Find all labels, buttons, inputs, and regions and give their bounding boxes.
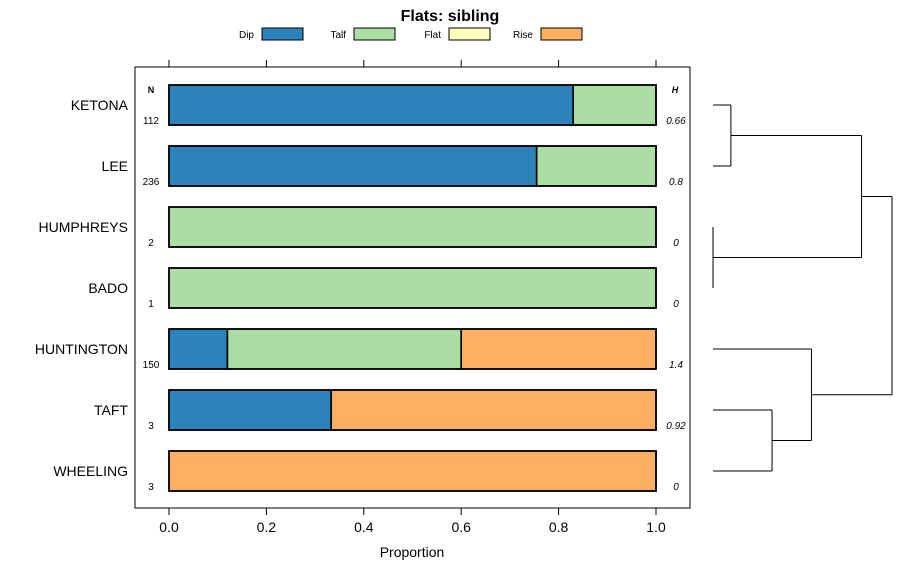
h-column-header: H [672,85,679,95]
n-value-lee: 236 [143,177,160,188]
bar-outline-wheeling [168,450,657,492]
h-labels: 0.66 0.8 0 0 1.4 0.92 0 [666,116,686,493]
h-value-humphreys: 0 [673,238,679,249]
bar-segment-ketona-talf [572,84,657,126]
row-label-ketona: KETONA [71,97,129,113]
x-tick-label: 0.4 [354,519,374,535]
x-tick-label: 0.6 [451,519,471,535]
bar-outline-ketona [168,84,657,126]
row-label-taft: TAFT [94,402,128,418]
bar-segment-huntington-rise [460,328,657,370]
n-labels: 112 236 2 1 150 3 3 [143,116,160,493]
h-value-taft: 0.92 [666,421,686,432]
bar-outline-humphreys [168,206,657,248]
bar-outline-bado [168,267,657,309]
legend: Dip Talf Flat Rise [239,27,583,41]
row-label-huntington: HUNTINGTON [35,341,128,357]
legend-label-flat: Flat [424,30,441,41]
n-value-taft: 3 [148,421,154,432]
bar-outline-taft [168,389,657,431]
n-column-header: N [148,85,155,95]
bar-segment-taft-dip [168,389,332,431]
h-value-bado: 0 [673,299,679,310]
h-value-lee: 0.8 [669,177,683,188]
row-labels: KETONA LEE HUMPHREYS BADO HUNTINGTON TAFT WHEE… [35,97,129,479]
x-axes: 0.0 0.2 0.4 0.6 0.8 1.0 [159,60,666,535]
bar-segment-bado-talf [168,267,657,309]
bar-segment-humphreys-talf [168,206,657,248]
x-axis-label: Proportion [380,544,445,560]
legend-label-talf: Talf [330,30,346,41]
h-value-wheeling: 0 [673,482,679,493]
x-tick-label: 0.8 [549,519,569,535]
x-tick-label: 0.0 [159,519,179,535]
bar-segment-huntington-talf [226,328,462,370]
dendrogram [712,104,893,472]
bar-segment-lee-dip [168,145,538,187]
chart-title: Flats: sibling [401,8,500,25]
plot-panel [134,66,691,509]
legend-swatch-flat [448,27,491,41]
bar-segment-ketona-dip [168,84,575,126]
bar-outline-huntington [168,328,657,370]
row-label-wheeling: WHEELING [53,463,128,479]
bar-segment-lee-talf [535,145,657,187]
n-value-bado: 1 [148,299,154,310]
n-value-humphreys: 2 [148,238,154,249]
bar-segment-taft-rise [330,389,657,431]
x-tick-label: 1.0 [646,519,666,535]
bar-segment-wheeling-rise [168,450,657,492]
legend-swatch-rise [540,27,583,41]
x-tick-label: 0.2 [257,519,277,535]
row-label-lee: LEE [102,158,128,174]
legend-swatch-talf [353,27,396,41]
bar-segment-huntington-dip [168,328,229,370]
row-label-humphreys: HUMPHREYS [39,219,128,235]
legend-label-dip: Dip [239,30,254,41]
n-value-wheeling: 3 [148,482,154,493]
h-value-ketona: 0.66 [666,116,686,127]
legend-swatch-dip [261,27,304,41]
bars-layer [168,84,657,492]
legend-label-rise: Rise [513,30,533,41]
bar-outline-lee [168,145,657,187]
row-label-bado: BADO [88,280,128,296]
h-value-huntington: 1.4 [669,360,683,371]
n-value-ketona: 112 [143,116,159,127]
n-value-huntington: 150 [143,360,160,371]
